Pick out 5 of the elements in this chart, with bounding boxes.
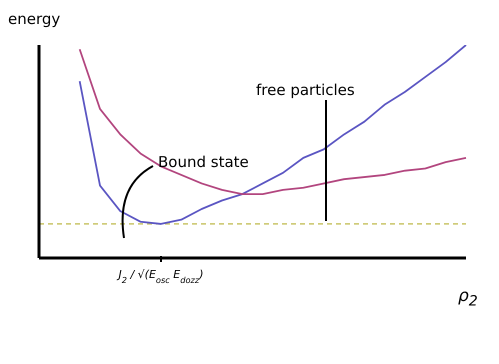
- x-axis-title: ρ$_{2}$: [458, 286, 478, 310]
- annotation: Bound state: [158, 153, 249, 171]
- y-axis-title: energy: [8, 10, 60, 28]
- text: J$_{2}$ / √(E$_{osc}$ E$_{dozz}$): [116, 268, 204, 285]
- annotation: free particles: [256, 81, 355, 99]
